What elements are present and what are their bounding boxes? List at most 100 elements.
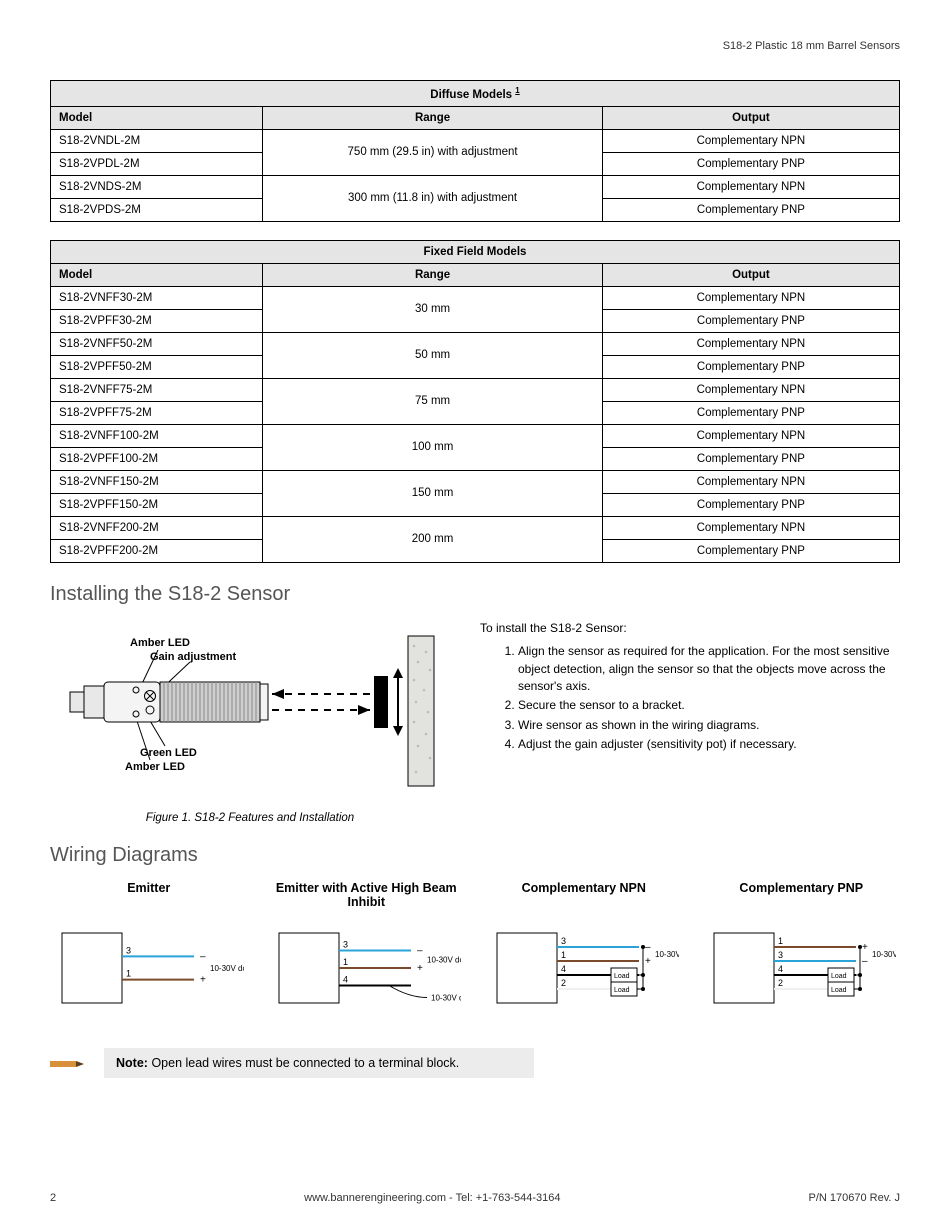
- wiring-svg: 3–10-30V dc1+410-30V dc: [271, 921, 461, 1021]
- cell-model: S18-2VNFF200-2M: [51, 516, 263, 539]
- svg-text:10-30V dc: 10-30V dc: [210, 964, 244, 973]
- diffuse-title: Diffuse Models 1: [51, 81, 900, 107]
- svg-text:3: 3: [126, 945, 131, 955]
- svg-text:4: 4: [561, 964, 566, 974]
- table-row: S18-2VNFF75-2M75 mmComplementary NPN: [51, 378, 900, 401]
- wiring-svg: 3 –10-30V dc 1 +: [54, 921, 244, 1021]
- cell-range: 75 mm: [263, 378, 603, 424]
- cell-output: Complementary NPN: [602, 175, 899, 198]
- cell-output: Complementary NPN: [602, 424, 899, 447]
- label-amber-bottom: Amber LED: [125, 761, 185, 773]
- cell-model: S18-2VPDS-2M: [51, 198, 263, 221]
- wiring-heading: Wiring Diagrams: [50, 844, 900, 867]
- cell-output: Complementary NPN: [602, 286, 899, 309]
- svg-text:Load: Load: [831, 973, 847, 980]
- col-model: Model: [51, 263, 263, 286]
- cell-output: Complementary PNP: [602, 401, 899, 424]
- install-figure: Amber LED Gain adjustment Green LED Ambe…: [50, 620, 450, 824]
- col-range: Range: [263, 263, 603, 286]
- cell-model: S18-2VPFF100-2M: [51, 447, 263, 470]
- cell-output: Complementary NPN: [602, 516, 899, 539]
- svg-text:10-30V dc: 10-30V dc: [427, 955, 461, 964]
- cell-model: S18-2VNFF30-2M: [51, 286, 263, 309]
- svg-text:10-30V dc: 10-30V dc: [655, 950, 679, 959]
- wiring-diagrams-row: Emitter 3–10-30V dc1+ Emitter with Activ…: [50, 881, 900, 1024]
- cell-model: S18-2VPFF30-2M: [51, 309, 263, 332]
- svg-text:2: 2: [561, 978, 566, 988]
- col-output: Output: [602, 106, 899, 129]
- svg-text:10-30V dc: 10-30V dc: [872, 950, 896, 959]
- fixed-field-models-table: Fixed Field Models Model Range Output S1…: [50, 240, 900, 563]
- note-label: Note:: [116, 1056, 148, 1070]
- svg-text:10-30V dc: 10-30V dc: [431, 993, 461, 1002]
- install-steps-list: Align the sensor as required for the app…: [518, 643, 900, 753]
- install-instructions: To install the S18-2 Sensor: Align the s…: [480, 620, 900, 756]
- svg-text:+: +: [200, 974, 206, 985]
- wiring-diagram: Emitter with Active High Beam Inhibit 3–…: [268, 881, 466, 1024]
- wiring-diagram: Emitter 3 –10-30V dc 1 +: [50, 881, 248, 1024]
- wiring-svg: 3–10-30V dc1+4Load2Load: [489, 921, 679, 1021]
- col-range: Range: [263, 106, 603, 129]
- svg-text:+: +: [862, 942, 868, 953]
- svg-text:3: 3: [561, 936, 566, 946]
- svg-text:1: 1: [778, 936, 783, 946]
- cell-output: Complementary PNP: [602, 539, 899, 562]
- svg-text:+: +: [417, 963, 423, 974]
- cell-model: S18-2VNFF75-2M: [51, 378, 263, 401]
- cell-model: S18-2VPFF150-2M: [51, 493, 263, 516]
- install-section: Amber LED Gain adjustment Green LED Ambe…: [50, 620, 900, 824]
- label-gain: Gain adjustment: [150, 651, 237, 663]
- table-row: S18-2VNFF50-2M50 mmComplementary NPN: [51, 332, 900, 355]
- cell-range: 150 mm: [263, 470, 603, 516]
- svg-text:+: +: [645, 956, 651, 967]
- fixed-title: Fixed Field Models: [51, 240, 900, 263]
- cell-model: S18-2VPFF200-2M: [51, 539, 263, 562]
- svg-text:–: –: [200, 951, 206, 962]
- svg-text:2: 2: [778, 978, 783, 988]
- footer-center: www.bannerengineering.com - Tel: +1-763-…: [304, 1192, 560, 1204]
- table-row: S18-2VNFF150-2M150 mmComplementary NPN: [51, 470, 900, 493]
- cell-output: Complementary NPN: [602, 470, 899, 493]
- note-text: Open lead wires must be connected to a t…: [151, 1056, 459, 1070]
- install-step: Adjust the gain adjuster (sensitivity po…: [518, 736, 900, 753]
- cell-output: Complementary PNP: [602, 355, 899, 378]
- cell-range: 200 mm: [263, 516, 603, 562]
- table-row: S18-2VNFF30-2M30 mmComplementary NPN: [51, 286, 900, 309]
- svg-text:–: –: [862, 956, 868, 967]
- footer-right: P/N 170670 Rev. J: [808, 1192, 900, 1204]
- diffuse-body: S18-2VNDL-2M750 mm (29.5 in) with adjust…: [51, 129, 900, 221]
- install-step: Secure the sensor to a bracket.: [518, 697, 900, 714]
- cell-output: Complementary PNP: [602, 198, 899, 221]
- cell-model: S18-2VNDS-2M: [51, 175, 263, 198]
- svg-text:Load: Load: [614, 987, 630, 994]
- cell-range: 50 mm: [263, 332, 603, 378]
- cell-model: S18-2VNDL-2M: [51, 129, 263, 152]
- wiring-title: Emitter: [50, 881, 248, 913]
- wiring-svg: 1+10-30V dc3–4Load2Load: [706, 921, 896, 1021]
- note-row: Note: Open lead wires must be connected …: [50, 1048, 900, 1078]
- svg-text:1: 1: [561, 950, 566, 960]
- cell-range: 100 mm: [263, 424, 603, 470]
- col-output: Output: [602, 263, 899, 286]
- svg-text:1: 1: [126, 968, 131, 978]
- wiring-diagram: Complementary PNP 1+10-30V dc3–4Load2Loa…: [703, 881, 901, 1024]
- wiring-title: Complementary PNP: [703, 881, 901, 913]
- table-row: S18-2VNFF200-2M200 mmComplementary NPN: [51, 516, 900, 539]
- col-model: Model: [51, 106, 263, 129]
- page-number: 2: [50, 1192, 56, 1204]
- install-step: Align the sensor as required for the app…: [518, 643, 900, 695]
- model-tables: Diffuse Models 1 Model Range Output S18-…: [50, 80, 900, 563]
- cell-model: S18-2VPDL-2M: [51, 152, 263, 175]
- cell-model: S18-2VPFF75-2M: [51, 401, 263, 424]
- svg-text:4: 4: [778, 964, 783, 974]
- cell-model: S18-2VNFF50-2M: [51, 332, 263, 355]
- cell-output: Complementary NPN: [602, 129, 899, 152]
- svg-text:1: 1: [343, 957, 348, 967]
- cell-model: S18-2VNFF150-2M: [51, 470, 263, 493]
- cell-model: S18-2VPFF50-2M: [51, 355, 263, 378]
- svg-text:–: –: [645, 942, 651, 953]
- cell-output: Complementary NPN: [602, 378, 899, 401]
- label-amber-top: Amber LED: [130, 637, 190, 649]
- svg-text:3: 3: [778, 950, 783, 960]
- page-footer: 2 www.bannerengineering.com - Tel: +1-76…: [50, 1192, 900, 1204]
